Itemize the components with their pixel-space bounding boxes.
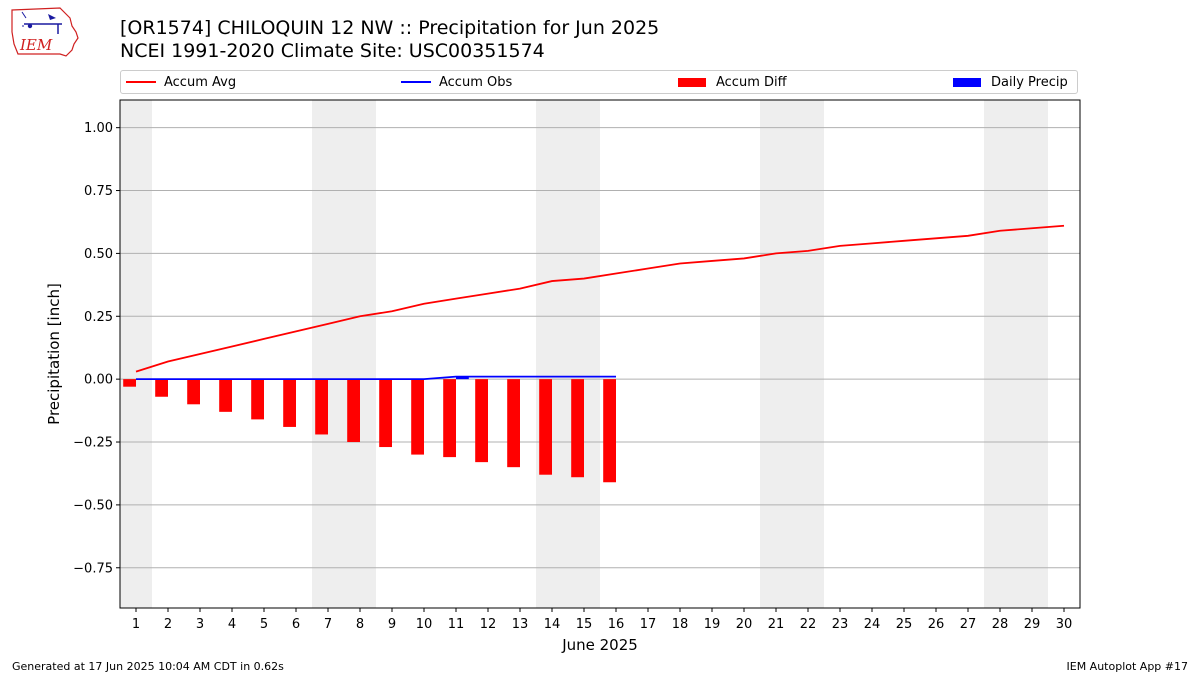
legend-item-daily-precip: Daily Precip [953, 71, 1068, 93]
x-tick-label: 11 [448, 617, 465, 632]
legend-item-accum-avg: Accum Avg [126, 71, 236, 93]
x-tick-label: 8 [356, 617, 364, 632]
weekend-band-2 [536, 100, 600, 608]
x-tick-label: 30 [1056, 617, 1073, 632]
legend-label-daily-precip: Daily Precip [991, 74, 1068, 90]
bar-accum-diff-day-10 [411, 379, 424, 455]
footer-app-id: IEM Autoplot App #17 [1066, 660, 1189, 673]
x-tick-label: 23 [832, 617, 849, 632]
x-tick-label: 12 [480, 617, 497, 632]
bar-accum-diff-day-6 [283, 379, 296, 427]
x-tick-label: 10 [416, 617, 433, 632]
x-tick-label: 20 [736, 617, 753, 632]
line-accum-obs [136, 375, 616, 381]
y-tick-label: −0.50 [73, 498, 113, 513]
weekend-band-4 [984, 100, 1048, 608]
logo-text: IEM [19, 36, 53, 54]
x-tick-label: 5 [260, 617, 268, 632]
x-tick-label: 15 [576, 617, 593, 632]
x-tick-label: 26 [928, 617, 945, 632]
bar-accum-diff-day-5 [251, 379, 264, 420]
bar-accum-diff-day-3 [187, 379, 200, 405]
y-tick-label: 1.00 [84, 121, 113, 136]
y-tick-label: 0.25 [84, 310, 113, 325]
bar-accum-diff-day-1 [123, 379, 136, 387]
bar-accum-diff-day-9 [379, 379, 392, 448]
legend-swatch-accum-obs [401, 81, 431, 83]
x-tick-label: 17 [640, 617, 657, 632]
footer-generated: Generated at 17 Jun 2025 10:04 AM CDT in… [12, 660, 284, 673]
x-tick-label: 1 [132, 617, 140, 632]
x-tick-label: 24 [864, 617, 881, 632]
bar-accum-diff-day-14 [539, 379, 552, 475]
bar-accum-diff-day-12 [475, 379, 488, 463]
bar-accum-diff-day-7 [315, 379, 328, 435]
bar-accum-diff-day-8 [347, 379, 360, 443]
x-tick-label: 27 [960, 617, 977, 632]
weekend-shading [120, 100, 1048, 608]
x-tick-label: 16 [608, 617, 625, 632]
bar-accum-diff-day-15 [571, 379, 584, 478]
x-tick-label: 3 [196, 617, 204, 632]
x-tick-label: 21 [768, 617, 785, 632]
y-tick-label: −0.75 [73, 561, 113, 576]
legend-label-accum-obs: Accum Obs [439, 74, 513, 90]
y-axis-label: Precipitation [inch] [45, 283, 63, 425]
line-accum-avg [135, 224, 1065, 373]
chart-subtitle: NCEI 1991-2020 Climate Site: USC00351574 [120, 40, 545, 62]
x-tick-label: 29 [1024, 617, 1041, 632]
legend-swatch-accum-diff [678, 77, 706, 87]
x-tick-label: 28 [992, 617, 1009, 632]
weekend-band-1 [312, 100, 376, 608]
plot-frame [119, 99, 1081, 609]
chart-title: [OR1574] CHILOQUIN 12 NW :: Precipitatio… [120, 17, 660, 39]
legend-label-accum-diff: Accum Diff [716, 74, 787, 90]
weekend-band-3 [760, 100, 824, 608]
x-tick-label: 6 [292, 617, 300, 632]
x-tick-label: 7 [324, 617, 332, 632]
x-tick-label: 18 [672, 617, 689, 632]
y-tick-label: −0.25 [73, 436, 113, 451]
iem-logo-icon: IEM [11, 7, 79, 57]
x-tick-label: 9 [388, 617, 396, 632]
legend-label-accum-avg: Accum Avg [164, 74, 237, 90]
y-tick-label: 0.00 [84, 373, 113, 388]
y-tick-label: 0.75 [84, 184, 113, 199]
y-axis-ticks: −0.75 −0.50 −0.25 0.00 0.25 0.50 0.75 1.00 [73, 121, 120, 576]
bar-accum-diff-day-4 [219, 379, 232, 412]
legend: Accum Avg Accum Obs Accum Diff Daily Pre… [120, 70, 1078, 94]
x-axis-label: June 2025 [561, 636, 638, 654]
weekend-band-0 [120, 100, 152, 608]
bar-daily-precip-day-11 [456, 376, 469, 380]
x-tick-label: 14 [544, 617, 561, 632]
bar-accum-diff-day-2 [155, 379, 168, 397]
legend-swatch-accum-avg [126, 81, 156, 83]
legend-item-accum-obs: Accum Obs [401, 71, 512, 93]
legend-item-accum-diff: Accum Diff [678, 71, 787, 93]
x-tick-label: 13 [512, 617, 529, 632]
x-axis-ticks: 1 2 3 4 5 6 7 8 9 10 11 12 13 14 15 16 17 18 19 20 21 22 23 24 2… [132, 608, 1072, 632]
lines [135, 224, 1065, 381]
bar-accum-diff-day-13 [507, 379, 520, 468]
y-tick-label: 0.50 [84, 247, 113, 262]
x-tick-label: 4 [228, 617, 236, 632]
x-tick-label: 22 [800, 617, 817, 632]
bar-accum-diff-day-11 [443, 379, 456, 458]
bars [123, 376, 616, 483]
x-tick-label: 2 [164, 617, 172, 632]
gridlines [120, 127, 1080, 569]
legend-swatch-daily-precip [953, 77, 981, 87]
bar-accum-diff-day-16 [603, 379, 616, 483]
x-tick-label: 25 [896, 617, 913, 632]
x-tick-label: 19 [704, 617, 721, 632]
